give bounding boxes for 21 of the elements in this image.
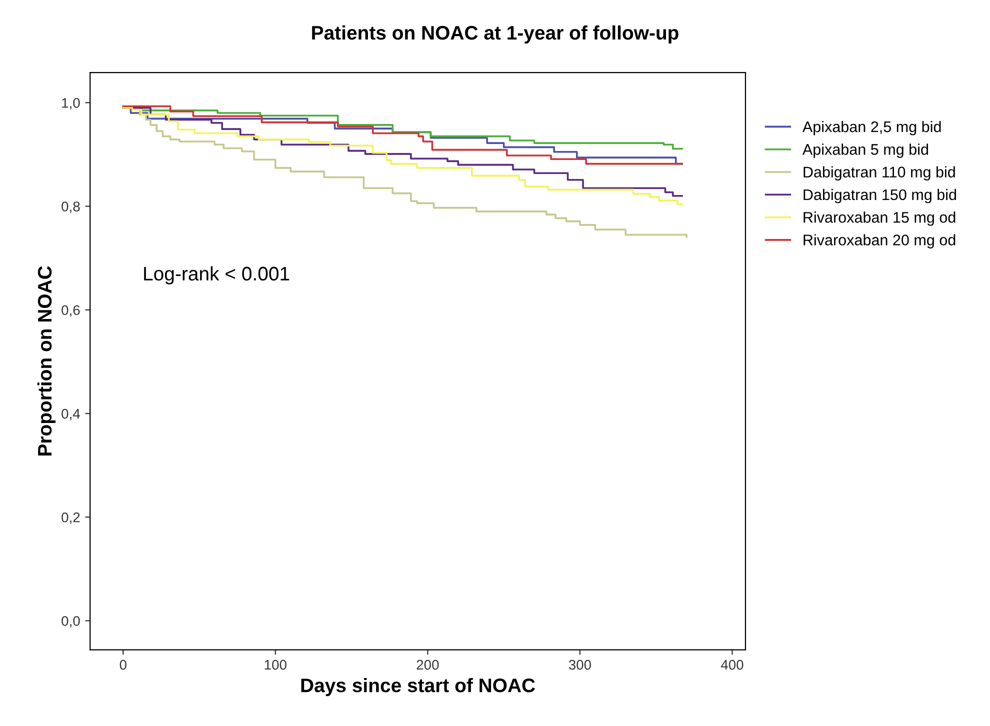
x-tick-label: 200: [416, 660, 439, 670]
y-tick-label: 0,0: [62, 616, 80, 628]
legend-label: Apixaban 5 mg bid: [802, 144, 928, 158]
legend-label: Dabigatran 110 mg bid: [804, 166, 955, 181]
legend-label: Rivaroxaban 20 mg od: [804, 234, 956, 248]
y-axis-title: Proportion on NOAC: [37, 266, 56, 456]
x-tick-label: 0: [120, 660, 126, 670]
y-tick-label: 0,6: [62, 305, 80, 317]
legend-label: Apixaban 2,5 mg bid: [802, 120, 941, 136]
y-tick-label: 0,4: [62, 408, 80, 420]
legend-label: Rivaroxaban 15 mg od: [804, 212, 956, 226]
x-tick-label: 400: [720, 660, 744, 670]
y-tick-label: 0,8: [62, 202, 80, 214]
chart-title: Patients on NOAC at 1-year of follow-up: [312, 25, 678, 44]
y-tick-label: 1,0: [62, 98, 80, 110]
annotation: Log-rank < 0.001: [144, 266, 290, 284]
y-tick-label: 0,2: [62, 512, 80, 524]
x-axis-title: Days since start of NOAC: [301, 678, 536, 696]
legend-label: Dabigatran 150 mg bid: [804, 188, 956, 204]
x-tick-label: 300: [568, 660, 591, 670]
x-tick-label: 100: [264, 660, 286, 670]
